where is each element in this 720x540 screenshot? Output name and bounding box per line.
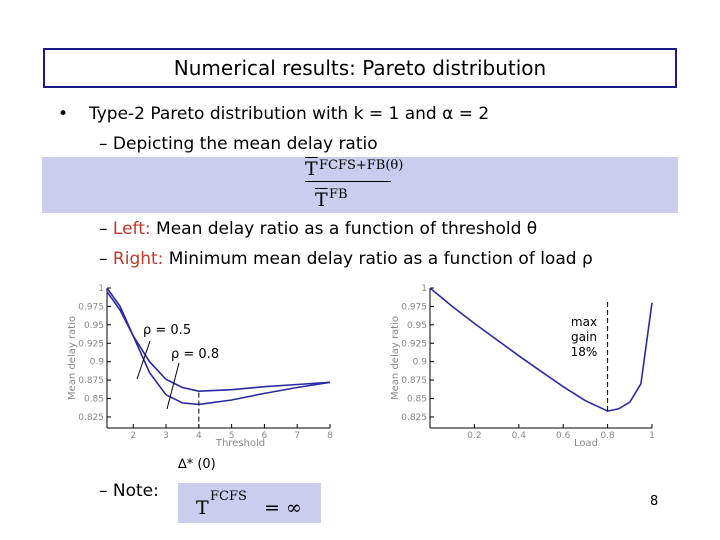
left-text: Mean delay ratio as a function of thresh… xyxy=(150,219,538,239)
x-tick-label: 4 xyxy=(196,431,202,441)
formula-numerator-sup: FCFS+FB(θ) xyxy=(319,158,404,173)
series-line-1 xyxy=(106,287,331,406)
note-label: – Note: xyxy=(99,481,159,501)
x-axis-label: Load xyxy=(574,438,598,449)
y-tick-label: 0.95 xyxy=(407,321,427,331)
y-tick-label: 0.9 xyxy=(413,358,428,368)
note-formula-box: T FCFS = ∞ xyxy=(178,483,321,523)
x-tick-label: 2 xyxy=(130,431,136,441)
y-tick-label: 0.975 xyxy=(78,302,104,312)
sub-right: – Right: Minimum mean delay ratio as a f… xyxy=(99,249,593,269)
x-tick-label: 1 xyxy=(649,431,655,441)
x-tick-label: 3 xyxy=(163,431,169,441)
rho-08-arrow xyxy=(166,362,180,410)
page-number: 8 xyxy=(650,494,659,509)
right-chart: 1 0.975 0.95 0.925 0.9 0.875 0.85 0.825 0.2 0.4 0.… xyxy=(390,284,655,449)
sub-left: – Left: Mean delay ratio as a function o… xyxy=(99,219,538,239)
x-tick-label: 6 xyxy=(262,431,268,441)
formula-fraction-bar xyxy=(305,181,391,182)
y-tick-label: 0.85 xyxy=(407,395,427,405)
bullet-text: Type-2 Pareto distribution with k = 1 an… xyxy=(89,104,490,124)
y-tick-label: 0.925 xyxy=(401,339,427,349)
x-tick-label: 0.2 xyxy=(467,431,481,441)
sub-depicting: – Depicting the mean delay ratio xyxy=(99,134,378,154)
y-tick-label: 0.95 xyxy=(84,321,104,331)
max-gain-label: max gain 18% xyxy=(570,315,598,359)
x-tick-label: 0.6 xyxy=(556,431,571,441)
x-tick-label: 8 xyxy=(327,431,333,441)
x-tick-label: 7 xyxy=(294,431,300,441)
right-label: Right: xyxy=(112,249,164,269)
series-line-0 xyxy=(429,287,653,412)
y-tick-label: 0.9 xyxy=(90,358,105,368)
note-formula-rest: = ∞ xyxy=(264,497,302,519)
rho-08-label: ρ = 0.8 xyxy=(171,347,220,362)
note-formula-T: T xyxy=(196,497,209,519)
formula-denominator-sup: FB xyxy=(329,187,348,202)
y-tick-label: 1 xyxy=(98,284,104,294)
formula-T-top: T xyxy=(305,158,318,180)
y-axis-label: Mean delay ratio xyxy=(390,316,401,400)
y-axis-label: Mean delay ratio xyxy=(67,316,78,400)
y-tick-label: 0.975 xyxy=(401,302,427,312)
rho-05-arrow xyxy=(136,340,151,380)
y-tick-label: 0.925 xyxy=(78,339,104,349)
y-tick-label: 1 xyxy=(421,284,427,294)
x-axis-label: Threshold xyxy=(215,438,265,449)
formula-band xyxy=(42,157,678,213)
bullet-dot: • xyxy=(58,104,69,124)
right-text: Minimum mean delay ratio as a function o… xyxy=(163,249,593,269)
y-tick-label: 0.825 xyxy=(401,413,427,423)
x-tick-label: 0.4 xyxy=(512,431,527,441)
slide-title: Numerical results: Pareto distribution xyxy=(43,48,677,88)
x-tick-label: 5 xyxy=(229,431,235,441)
formula-T-bottom: T xyxy=(315,189,328,211)
y-tick-label: 0.85 xyxy=(84,395,104,405)
y-tick-label: 0.825 xyxy=(78,413,104,423)
series-line-0 xyxy=(106,291,331,393)
left-label: Left: xyxy=(112,219,151,239)
note-formula-sup: FCFS xyxy=(210,489,247,504)
y-tick-label: 0.875 xyxy=(401,376,427,386)
delta-star-label: ∆* (0) xyxy=(178,457,216,472)
x-tick-label: 0.8 xyxy=(600,431,615,441)
left-chart: 1 0.975 0.95 0.925 0.9 0.875 0.85 0.825 2 3 4 5 6 7 8 T… xyxy=(67,284,333,449)
rho-05-label: ρ = 0.5 xyxy=(143,323,192,338)
delay-ratio-formula: T FCFS+FB(θ) T FB xyxy=(305,158,403,211)
y-tick-label: 0.875 xyxy=(78,376,104,386)
